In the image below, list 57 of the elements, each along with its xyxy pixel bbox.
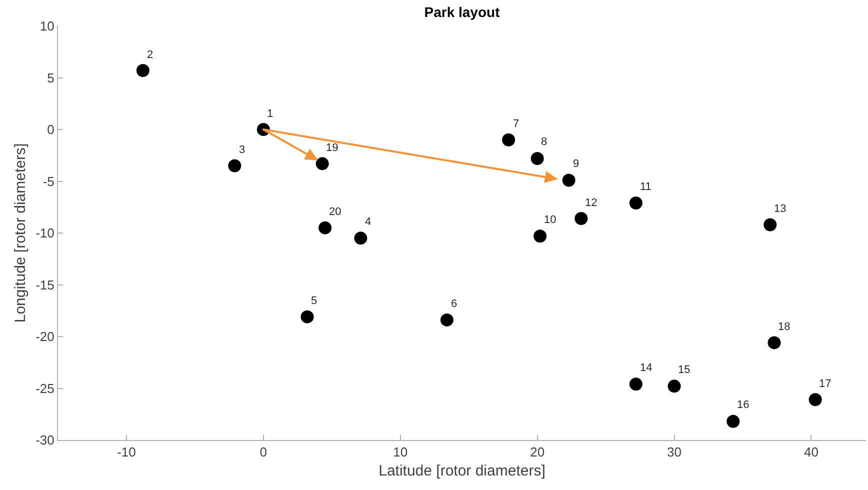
point bbox=[440, 313, 454, 326]
x-tick-label: 0 bbox=[260, 444, 268, 460]
x-tick-label: 10 bbox=[393, 444, 408, 460]
y-tick-label: 0 bbox=[47, 122, 54, 138]
chart-title: Park layout bbox=[424, 4, 500, 20]
y-tick-label: 5 bbox=[47, 70, 54, 86]
point bbox=[629, 378, 642, 391]
point bbox=[764, 218, 777, 232]
annotation: 9 bbox=[573, 158, 580, 170]
x-tick-label: 30 bbox=[667, 444, 682, 460]
annotation: 5 bbox=[311, 295, 318, 307]
point bbox=[502, 133, 516, 146]
annotation: 16 bbox=[737, 399, 750, 411]
y-tick-label: -10 bbox=[36, 226, 54, 241]
point bbox=[136, 64, 150, 78]
annotation: 6 bbox=[451, 298, 458, 310]
point bbox=[318, 221, 332, 234]
annotation: 11 bbox=[640, 181, 652, 193]
point bbox=[726, 414, 740, 428]
annotation: 20 bbox=[329, 206, 342, 218]
point bbox=[808, 393, 822, 406]
annotation: 15 bbox=[678, 364, 690, 376]
annotation: 18 bbox=[778, 321, 790, 333]
point bbox=[668, 380, 681, 393]
y-tick-label: -20 bbox=[36, 329, 54, 344]
annotation: 14 bbox=[640, 362, 652, 374]
x-tick-label: 40 bbox=[804, 444, 818, 460]
point bbox=[228, 159, 242, 172]
point bbox=[530, 152, 544, 165]
point bbox=[316, 157, 329, 170]
point bbox=[354, 232, 368, 245]
annotation: 8 bbox=[541, 136, 548, 148]
annotation: 7 bbox=[513, 118, 520, 130]
y-tick-label: -15 bbox=[36, 277, 54, 292]
x-tick-label: -10 bbox=[117, 444, 136, 460]
annotation: 19 bbox=[326, 142, 338, 154]
point bbox=[534, 230, 547, 243]
point bbox=[768, 336, 781, 350]
point bbox=[629, 196, 642, 210]
annotation: 2 bbox=[147, 49, 154, 61]
y-tick-label: -25 bbox=[36, 380, 54, 396]
y-axis-title: Longitude [rotor diameters] bbox=[12, 143, 29, 323]
annotation: 10 bbox=[544, 214, 556, 226]
x-axis-title: Latitude [rotor diameters] bbox=[378, 462, 546, 480]
annotation: 17 bbox=[819, 378, 832, 390]
y-tick-label: -5 bbox=[42, 174, 54, 189]
annotation: 12 bbox=[585, 197, 598, 209]
x-tick-label: 20 bbox=[530, 444, 545, 460]
annotation: 1 bbox=[267, 108, 274, 120]
y-tick-label: -30 bbox=[36, 432, 54, 448]
point bbox=[562, 174, 576, 187]
annotation: 13 bbox=[774, 203, 786, 215]
annotation: 3 bbox=[239, 144, 246, 156]
y-tick-label: 10 bbox=[40, 18, 54, 34]
annotation: 4 bbox=[365, 216, 372, 228]
point bbox=[574, 212, 588, 226]
point bbox=[300, 310, 314, 324]
